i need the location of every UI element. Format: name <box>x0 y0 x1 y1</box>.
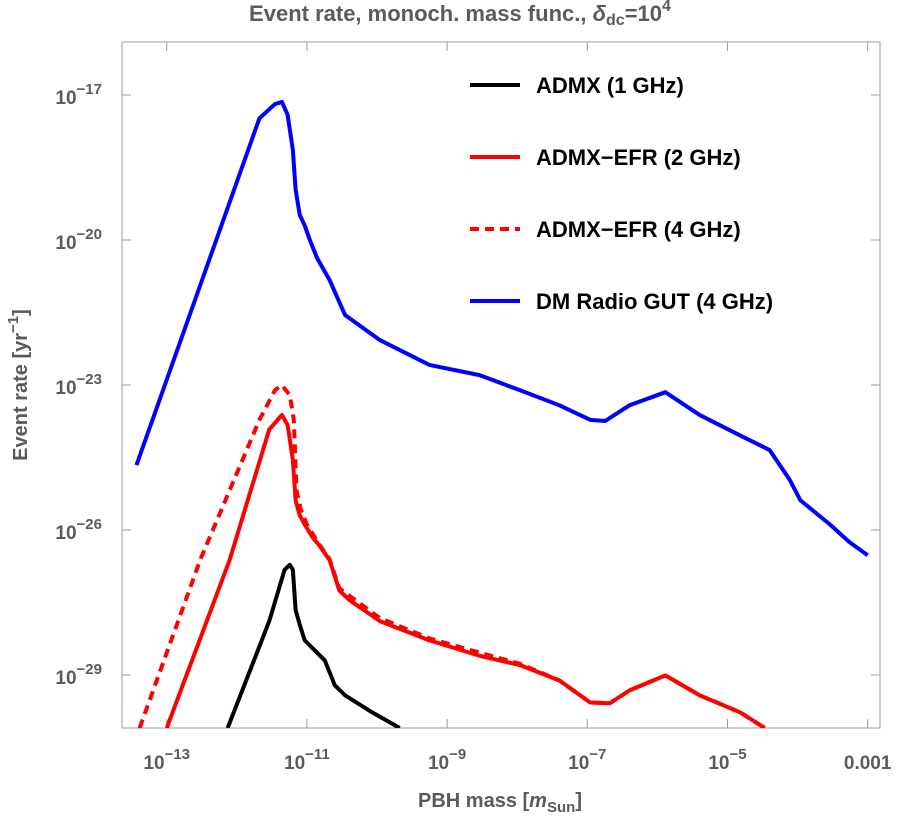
x-tick-label: 0.001 <box>844 753 892 774</box>
legend-label: DM Radio GUT (4 GHz) <box>536 289 773 314</box>
y-axis-label: Event rate [yr−1] <box>5 309 32 461</box>
title-subscript: dc <box>606 12 625 29</box>
x-label-subscript: Sun <box>547 799 575 816</box>
series-line <box>225 562 401 728</box>
x-tick-label: 10−11 <box>284 746 330 774</box>
series-line <box>134 99 869 557</box>
y-label-text: Event rate [yr <box>10 333 32 461</box>
y-tick-label: 10−26 <box>55 516 102 544</box>
y-tick-label: 10−29 <box>55 661 102 689</box>
title-text: Event rate, monoch. mass func., <box>249 1 593 26</box>
x-axis-label: PBH mass [mSun] <box>418 790 582 816</box>
title-symbol: δ <box>593 1 607 26</box>
chart-title: Event rate, monoch. mass func., δdc=104 <box>249 0 671 29</box>
y-label-text: ] <box>10 309 32 316</box>
x-tick-label: 10−13 <box>143 746 190 774</box>
title-text: =10 <box>625 1 662 26</box>
x-label-text: ] <box>575 790 582 812</box>
y-tick-label: 10−20 <box>55 226 102 254</box>
x-tick-label: 10−7 <box>568 746 606 774</box>
y-tick-label: 10−17 <box>55 81 102 109</box>
x-label-text: PBH mass [ <box>418 790 529 812</box>
legend-label: ADMX−EFR (2 GHz) <box>536 145 741 170</box>
title-superscript: 4 <box>662 0 671 15</box>
x-label-symbol: m <box>529 790 547 812</box>
x-tick-label: 10−9 <box>428 746 466 774</box>
legend-label: ADMX−EFR (4 GHz) <box>536 217 741 242</box>
plot-area <box>134 99 869 728</box>
series-line <box>137 383 766 728</box>
y-tick-label: 10−23 <box>55 371 102 399</box>
x-tick-label: 10−5 <box>708 746 746 774</box>
legend-label: ADMX (1 GHz) <box>536 73 684 98</box>
y-label-superscript: −1 <box>5 316 22 333</box>
